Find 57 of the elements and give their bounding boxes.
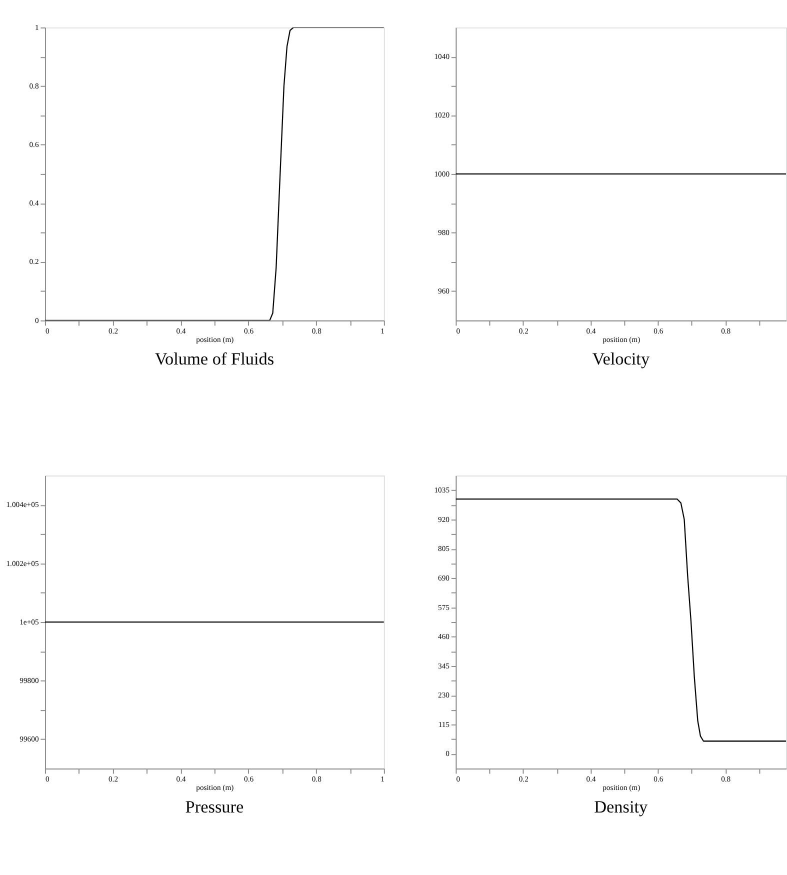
y-tick-label: 460 xyxy=(438,632,450,642)
x-tick-label: 0.8 xyxy=(312,326,322,336)
y-tick-label: 0.8 xyxy=(29,81,39,90)
x-tick-label: 0.4 xyxy=(176,326,186,336)
x-tick-label: 0.8 xyxy=(721,326,731,336)
text: Density xyxy=(594,798,648,817)
x-tick-label: 0.4 xyxy=(586,326,596,336)
x-tick-label: 0 xyxy=(45,774,50,784)
x-tick-label: 0.6 xyxy=(244,774,254,784)
x-tick-label: 0.4 xyxy=(176,774,186,784)
x-tick-label: 0 xyxy=(45,326,50,336)
x-axis-title: position (m) xyxy=(196,783,234,792)
y-tick-label: 980 xyxy=(438,228,450,237)
x-axis-title: position (m) xyxy=(602,334,641,344)
x-tick-label: 0.2 xyxy=(108,326,118,336)
y-tick-label: 690 xyxy=(438,573,450,582)
y-tick-label: 99800 xyxy=(20,676,39,686)
x-tick-label: 0 xyxy=(456,774,460,784)
x-tick-label: 0.2 xyxy=(518,774,529,784)
y-tick-label: 1035 xyxy=(434,486,450,495)
x-tick-label: 0.6 xyxy=(244,326,254,336)
line-series xyxy=(456,498,786,742)
y-tick-label: 99600 xyxy=(20,734,39,744)
y-tick-label: 1.004e+05 xyxy=(6,500,39,510)
x-tick-label: 0.6 xyxy=(654,326,664,336)
y-tick-label: 0.4 xyxy=(29,198,39,208)
text: Velocity xyxy=(592,349,650,368)
y-tick-label: 0 xyxy=(34,316,39,325)
y-tick-label: 230 xyxy=(438,690,450,700)
x-tick-label: 0.8 xyxy=(312,774,322,784)
x-tick-label: 1 xyxy=(380,326,385,336)
y-tick-label: 575 xyxy=(438,602,450,612)
text: Volume of Fluids xyxy=(154,349,274,368)
x-axis-title: position (m) xyxy=(196,334,234,344)
y-tick-label: 115 xyxy=(438,720,450,729)
y-tick-label: 345 xyxy=(438,661,450,670)
x-tick-label: 0.6 xyxy=(654,774,664,784)
x-tick-label: 0 xyxy=(456,326,460,336)
x-tick-label: 1 xyxy=(380,774,385,784)
x-axis-title: position (m) xyxy=(602,783,641,792)
y-tick-label: 1000 xyxy=(434,169,450,178)
x-tick-label: 0.2 xyxy=(518,326,529,336)
y-tick-label: 0.2 xyxy=(29,257,39,266)
x-tick-label: 0.8 xyxy=(721,774,731,784)
x-tick-label: 0.2 xyxy=(108,774,118,784)
y-tick-label: 960 xyxy=(438,286,450,296)
text: Pressure xyxy=(185,798,244,817)
x-tick-label: 0.4 xyxy=(586,774,596,784)
y-tick-label: 0 xyxy=(446,749,450,758)
y-tick-label: 0.6 xyxy=(29,140,39,150)
y-tick-label: 1.002e+05 xyxy=(6,558,39,568)
y-tick-label: 1020 xyxy=(434,110,450,120)
y-tick-label: 805 xyxy=(438,544,450,554)
y-tick-label: 920 xyxy=(438,514,450,524)
y-tick-label: 1e+05 xyxy=(20,617,39,626)
y-tick-label: 1040 xyxy=(434,52,450,62)
y-tick-label: 1 xyxy=(34,22,39,32)
